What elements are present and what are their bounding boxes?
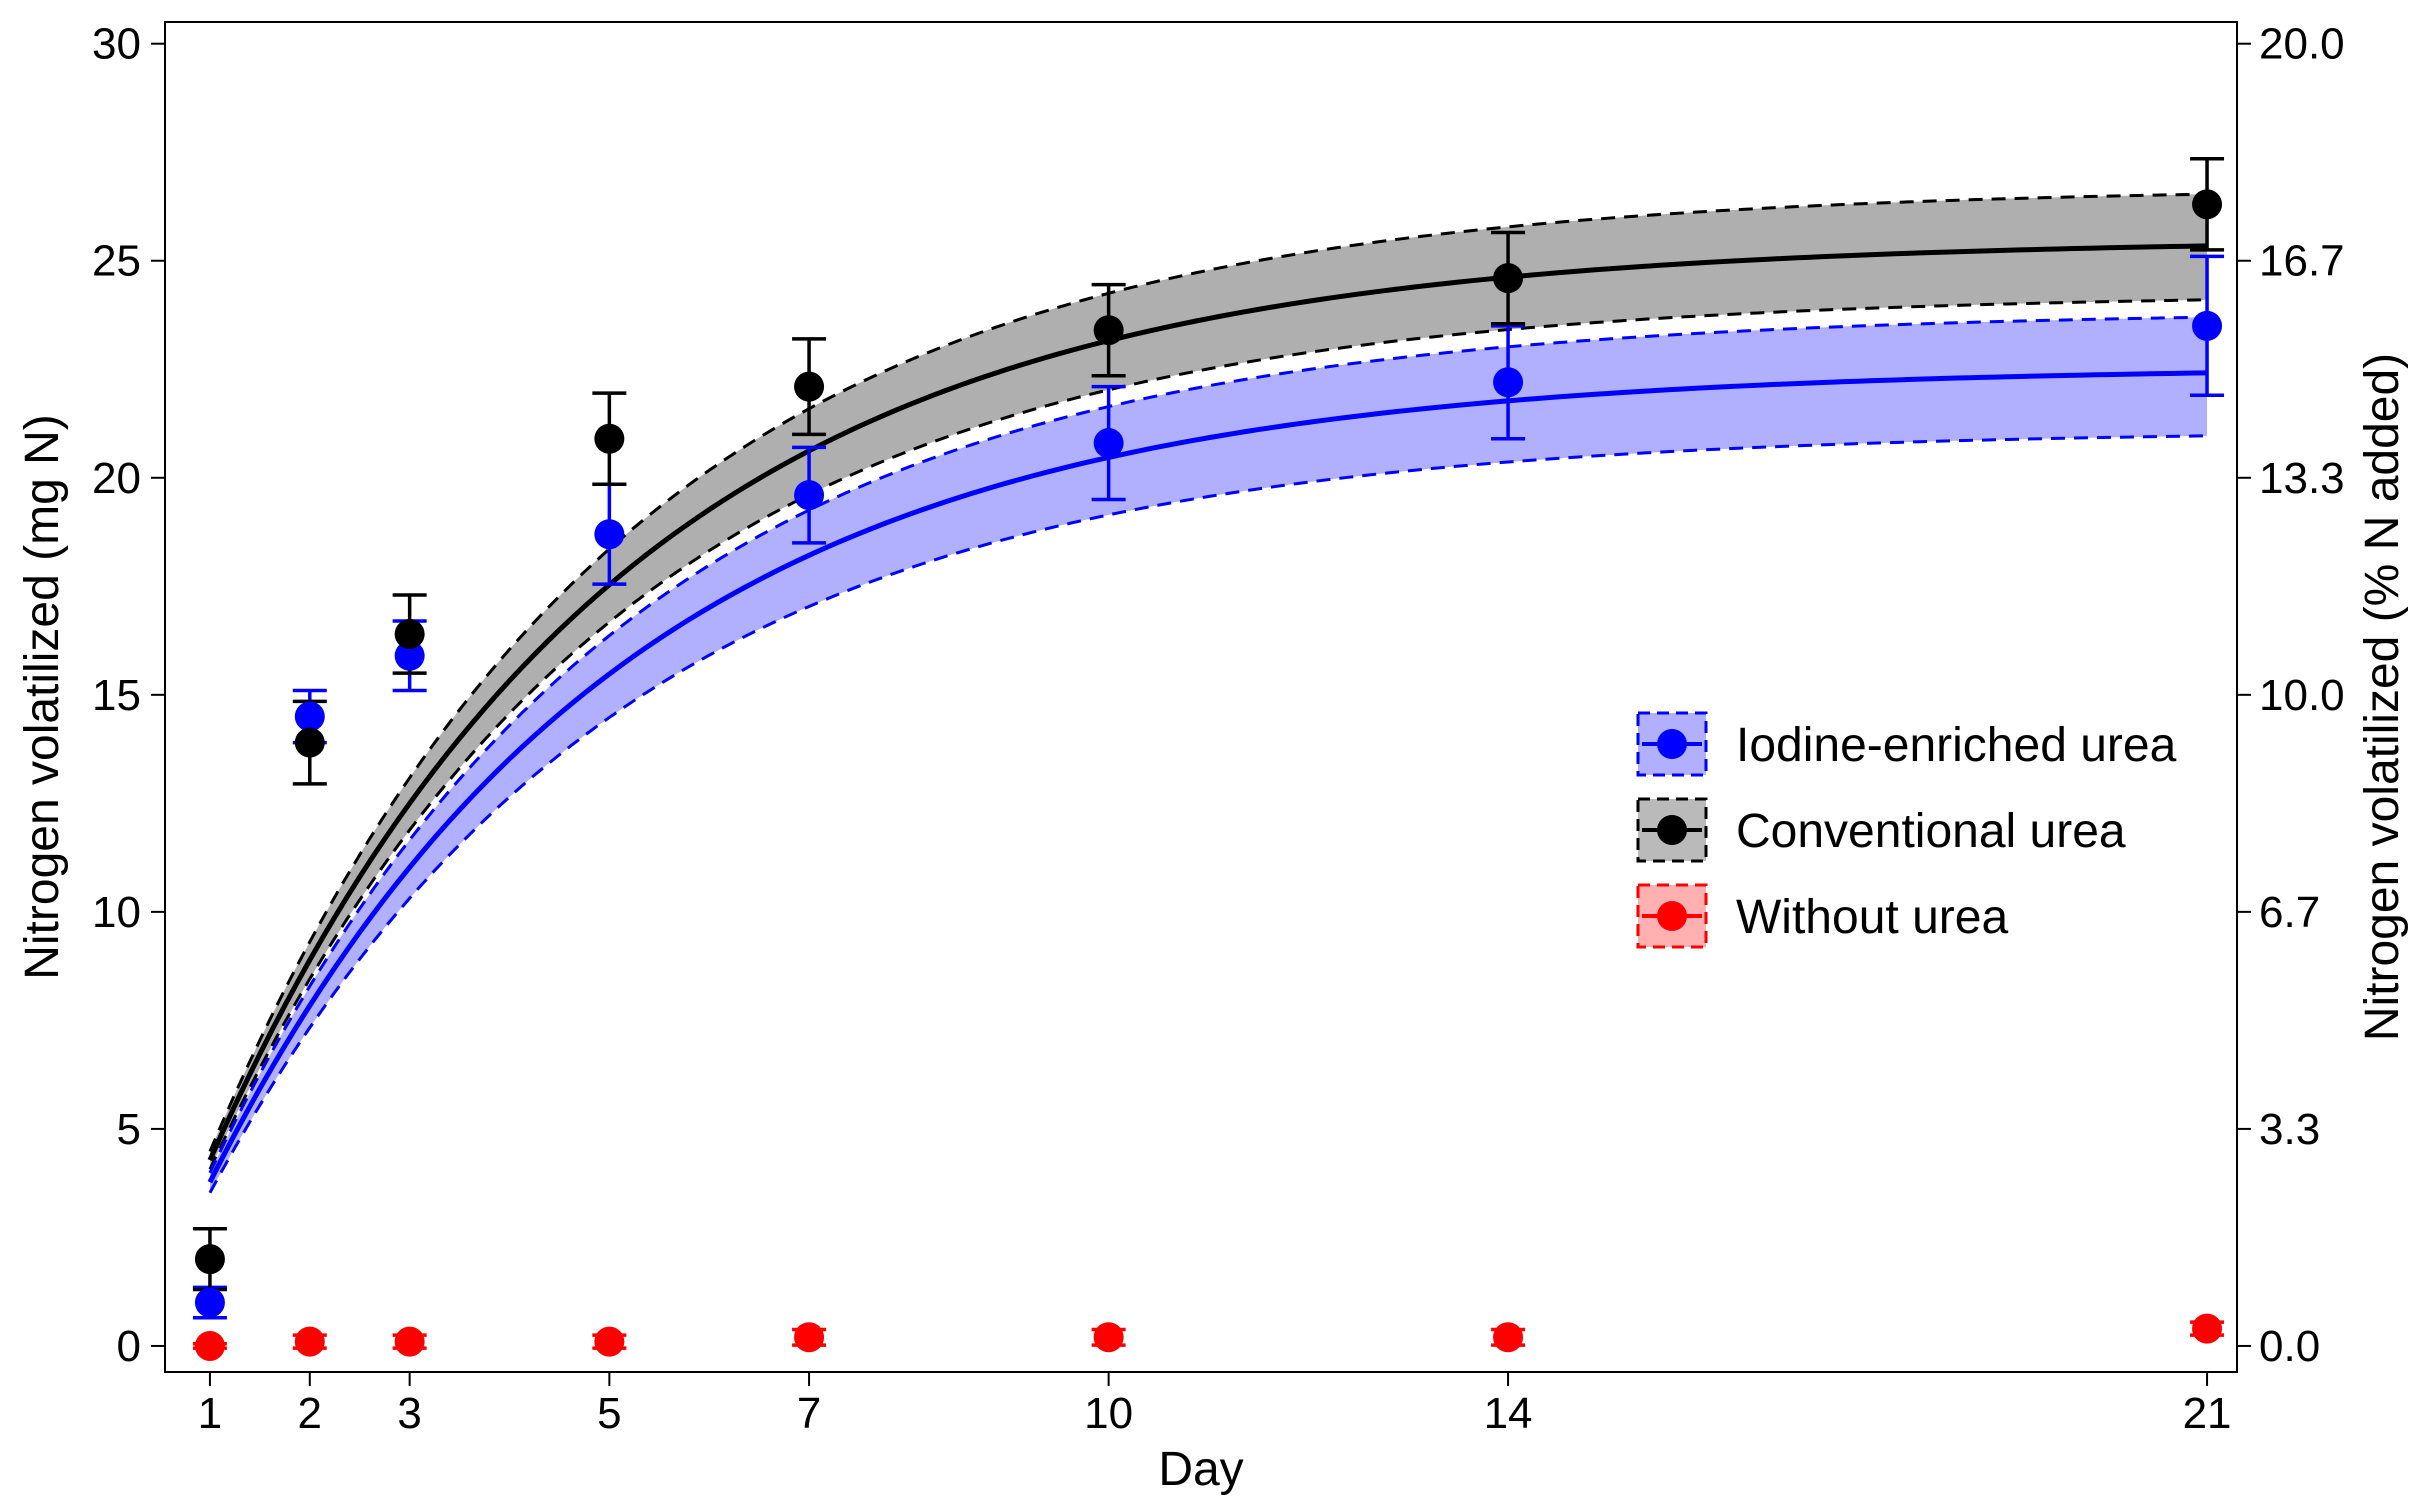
x-tick-label: 10 bbox=[1084, 1389, 1133, 1438]
legend-marker-without-urea bbox=[1657, 901, 1687, 931]
y-tick-label-right: 13.3 bbox=[2259, 454, 2345, 503]
y-tick-label-right: 10.0 bbox=[2259, 671, 2345, 720]
iodine-enriched-urea-point bbox=[2192, 310, 2223, 341]
x-tick-label: 7 bbox=[797, 1389, 821, 1438]
iodine-enriched-urea-point bbox=[294, 701, 325, 732]
without-urea-point bbox=[794, 1322, 825, 1353]
without-urea-point bbox=[1093, 1322, 1124, 1353]
y-tick-label-right: 20.0 bbox=[2259, 20, 2345, 69]
conventional-urea-point bbox=[1493, 263, 1524, 294]
conventional-urea-point bbox=[394, 619, 425, 650]
conventional-urea-point bbox=[194, 1244, 225, 1275]
legend-label-without-urea: Without urea bbox=[1736, 891, 2008, 944]
iodine-enriched-urea-point bbox=[194, 1287, 225, 1318]
conventional-urea-point bbox=[2192, 189, 2223, 220]
y-tick-label-left: 25 bbox=[92, 237, 141, 286]
y-tick-label-left: 15 bbox=[92, 671, 141, 720]
iodine-enriched-urea-point bbox=[594, 519, 625, 550]
iodine-enriched-urea-point bbox=[1093, 428, 1124, 459]
iodine-enriched-urea-point bbox=[1493, 367, 1524, 398]
without-urea-point bbox=[294, 1326, 325, 1357]
conventional-urea-point bbox=[594, 423, 625, 454]
legend-item-conventional-urea: Conventional urea bbox=[1636, 797, 2126, 863]
x-tick-label: 5 bbox=[597, 1389, 621, 1438]
legend-item-iodine-enriched-urea: Iodine-enriched urea bbox=[1636, 711, 2177, 777]
legend-label-iodine-enriched-urea: Iodine-enriched urea bbox=[1736, 719, 2177, 772]
legend-marker-iodine-enriched-urea bbox=[1657, 729, 1687, 759]
y-tick-label-right: 0.0 bbox=[2259, 1322, 2320, 1371]
y-tick-label-left: 10 bbox=[92, 888, 141, 937]
plot-frame bbox=[164, 21, 2238, 1373]
y-tick-label-right: 3.3 bbox=[2259, 1105, 2320, 1154]
conventional-urea-point bbox=[294, 727, 325, 758]
iodine-enriched-urea-ci-band bbox=[209, 317, 2208, 1193]
y-axis-title-left: Nitrogen volatilized (mg N) bbox=[16, 414, 69, 980]
legend-marker-conventional-urea bbox=[1657, 815, 1687, 845]
conventional-urea-ci-lower bbox=[208, 298, 2208, 1170]
without-urea-point bbox=[1493, 1322, 1524, 1353]
x-tick-label: 3 bbox=[397, 1389, 421, 1438]
without-urea-point bbox=[394, 1326, 425, 1357]
iodine-enriched-urea-ci-upper bbox=[208, 315, 2208, 1174]
x-tick-label: 21 bbox=[2183, 1389, 2232, 1438]
conventional-urea-point bbox=[1093, 315, 1124, 346]
x-tick-label: 14 bbox=[1484, 1389, 1533, 1438]
conventional-urea-point bbox=[794, 371, 825, 402]
x-tick-label: 2 bbox=[298, 1389, 322, 1438]
without-urea-point bbox=[194, 1330, 225, 1361]
y-tick-label-left: 20 bbox=[92, 454, 141, 503]
y-tick-label-left: 30 bbox=[92, 20, 141, 69]
legend-label-conventional-urea: Conventional urea bbox=[1736, 805, 2126, 858]
x-tick-label: 1 bbox=[198, 1389, 222, 1438]
y-tick-label-left: 5 bbox=[117, 1105, 141, 1154]
conventional-urea-fit-line bbox=[207, 243, 2208, 1162]
iodine-enriched-urea-fit-line bbox=[207, 370, 2208, 1184]
iodine-enriched-urea-point bbox=[794, 480, 825, 511]
y-tick-label-right: 16.7 bbox=[2259, 237, 2345, 286]
iodine-enriched-urea-ci-lower bbox=[208, 434, 2208, 1194]
legend: Iodine-enriched urea Conventional urea Wit… bbox=[1636, 711, 2177, 949]
conventional-urea-ci-band bbox=[209, 194, 2208, 1170]
x-axis-title: Day bbox=[1158, 1443, 1243, 1496]
without-urea-point bbox=[594, 1326, 625, 1357]
y-tick-label-right: 6.7 bbox=[2259, 888, 2320, 937]
iodine-enriched-urea-point bbox=[394, 640, 425, 671]
legend-item-without-urea: Without urea bbox=[1636, 883, 2008, 949]
without-urea-point bbox=[2192, 1313, 2223, 1344]
y-axis-title-right: Nitrogen volatilized (% N added) bbox=[2356, 353, 2409, 1041]
y-tick-label-left: 0 bbox=[117, 1322, 141, 1371]
